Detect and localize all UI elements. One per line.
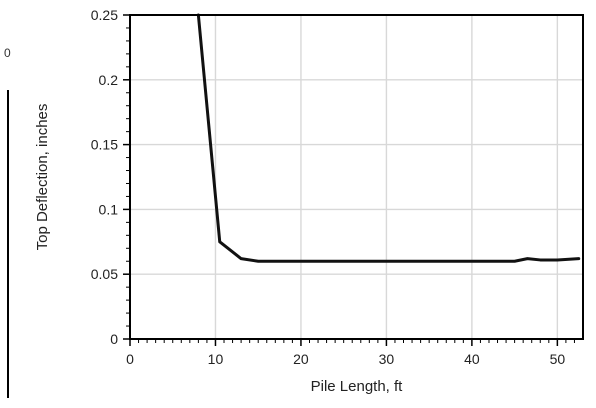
y-tick-label-1: 0.05 — [91, 266, 118, 282]
x-tick-label-2: 20 — [293, 351, 309, 367]
grid-lines — [130, 15, 583, 339]
y-tick-label-3: 0.15 — [91, 137, 118, 153]
x-ticks: 0 10 20 30 40 50 — [126, 339, 575, 367]
x-tick-label-0: 0 — [126, 351, 134, 367]
y-ticks: 0 0.05 0.1 0.15 0.2 0.25 — [91, 7, 130, 347]
x-tick-label-3: 30 — [379, 351, 395, 367]
y-tick-label-0: 0 — [110, 331, 118, 347]
x-axis-title: Pile Length, ft — [311, 378, 404, 395]
x-tick-label-1: 10 — [208, 351, 224, 367]
plot-frame — [129, 14, 584, 340]
y-tick-label-2: 0.1 — [99, 201, 119, 217]
left-fragment-text: 0 — [4, 46, 11, 60]
y-axis-title: Top Deflection, inches — [34, 104, 51, 251]
x-tick-label-5: 50 — [550, 351, 566, 367]
plot-background — [130, 15, 583, 339]
deflection-series-line — [196, 13, 581, 263]
y-tick-label-5: 0.25 — [91, 7, 118, 23]
x-tick-label-4: 40 — [464, 351, 480, 367]
y-tick-label-4: 0.2 — [99, 72, 119, 88]
